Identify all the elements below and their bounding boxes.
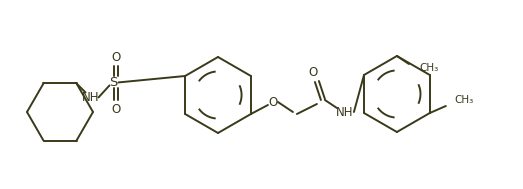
Text: S: S <box>109 76 118 89</box>
Text: O: O <box>111 103 120 116</box>
Text: CH₃: CH₃ <box>419 63 438 73</box>
Text: O: O <box>111 51 120 64</box>
Text: O: O <box>268 95 278 108</box>
Text: NH: NH <box>336 105 354 119</box>
Text: O: O <box>308 67 317 80</box>
Text: CH₃: CH₃ <box>455 95 474 105</box>
Text: NH: NH <box>82 91 99 104</box>
